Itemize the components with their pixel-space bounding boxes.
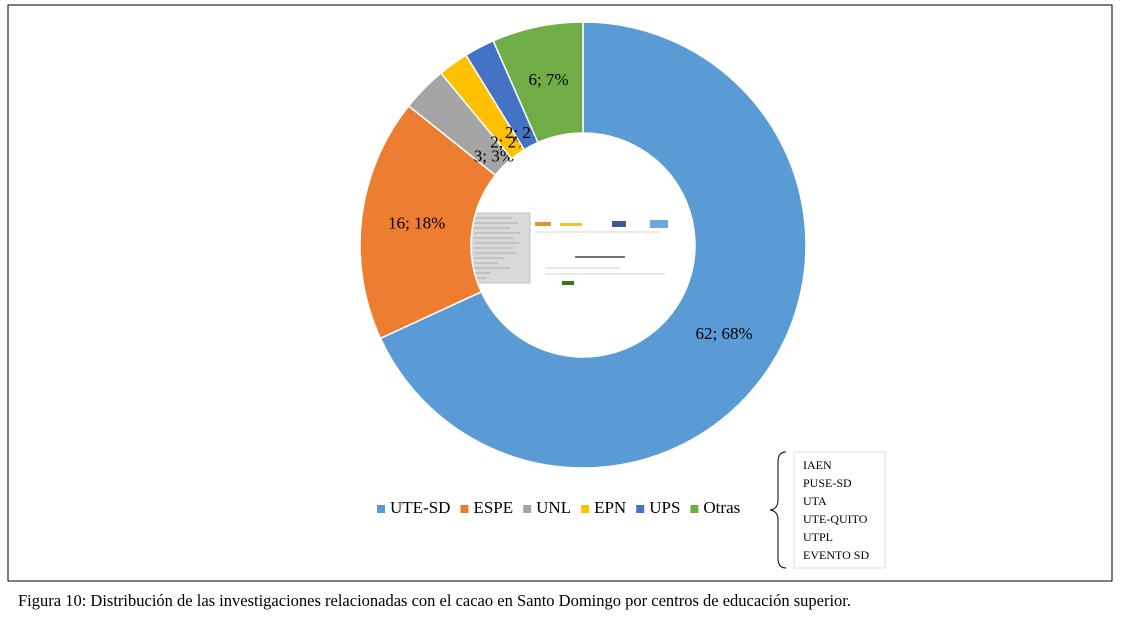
legend-label: UTE-SD xyxy=(390,498,450,517)
caption: Figura 10: Distribución de las investiga… xyxy=(18,591,851,610)
legend-swatch xyxy=(636,505,645,513)
legend-label: EPN xyxy=(594,498,626,517)
chart-frame xyxy=(7,4,1113,582)
legend-swatch xyxy=(460,505,469,513)
legend-label: Otras xyxy=(703,498,740,517)
data-label: 62; 68% xyxy=(695,324,752,343)
annotation-item: PUSE-SD xyxy=(803,476,852,490)
annotation-item: UTE-QUITO xyxy=(803,512,868,526)
bracket xyxy=(769,451,787,569)
annotation-item: EVENTO SD xyxy=(803,548,869,562)
donut-slice xyxy=(359,104,497,340)
data-label: 6; 7% xyxy=(528,70,568,89)
legend-swatch xyxy=(523,505,532,513)
legend-label: ESPE xyxy=(473,498,513,517)
data-label: 3; 3% xyxy=(474,146,514,165)
data-label: 16; 18% xyxy=(388,214,445,233)
legend-swatch xyxy=(581,505,590,513)
donut-slice xyxy=(492,21,584,144)
legend-label: UNL xyxy=(536,498,571,517)
legend-label: UPS xyxy=(649,498,680,517)
annotation-item: UTPL xyxy=(803,530,833,544)
annotation-box xyxy=(793,451,886,569)
legend-swatch xyxy=(690,505,699,513)
donut-slice xyxy=(379,21,807,469)
annotation-item: IAEN xyxy=(803,458,832,472)
annotation-item: UTA xyxy=(803,494,827,508)
center-screenshot xyxy=(469,212,668,285)
legend-swatch xyxy=(377,505,385,513)
